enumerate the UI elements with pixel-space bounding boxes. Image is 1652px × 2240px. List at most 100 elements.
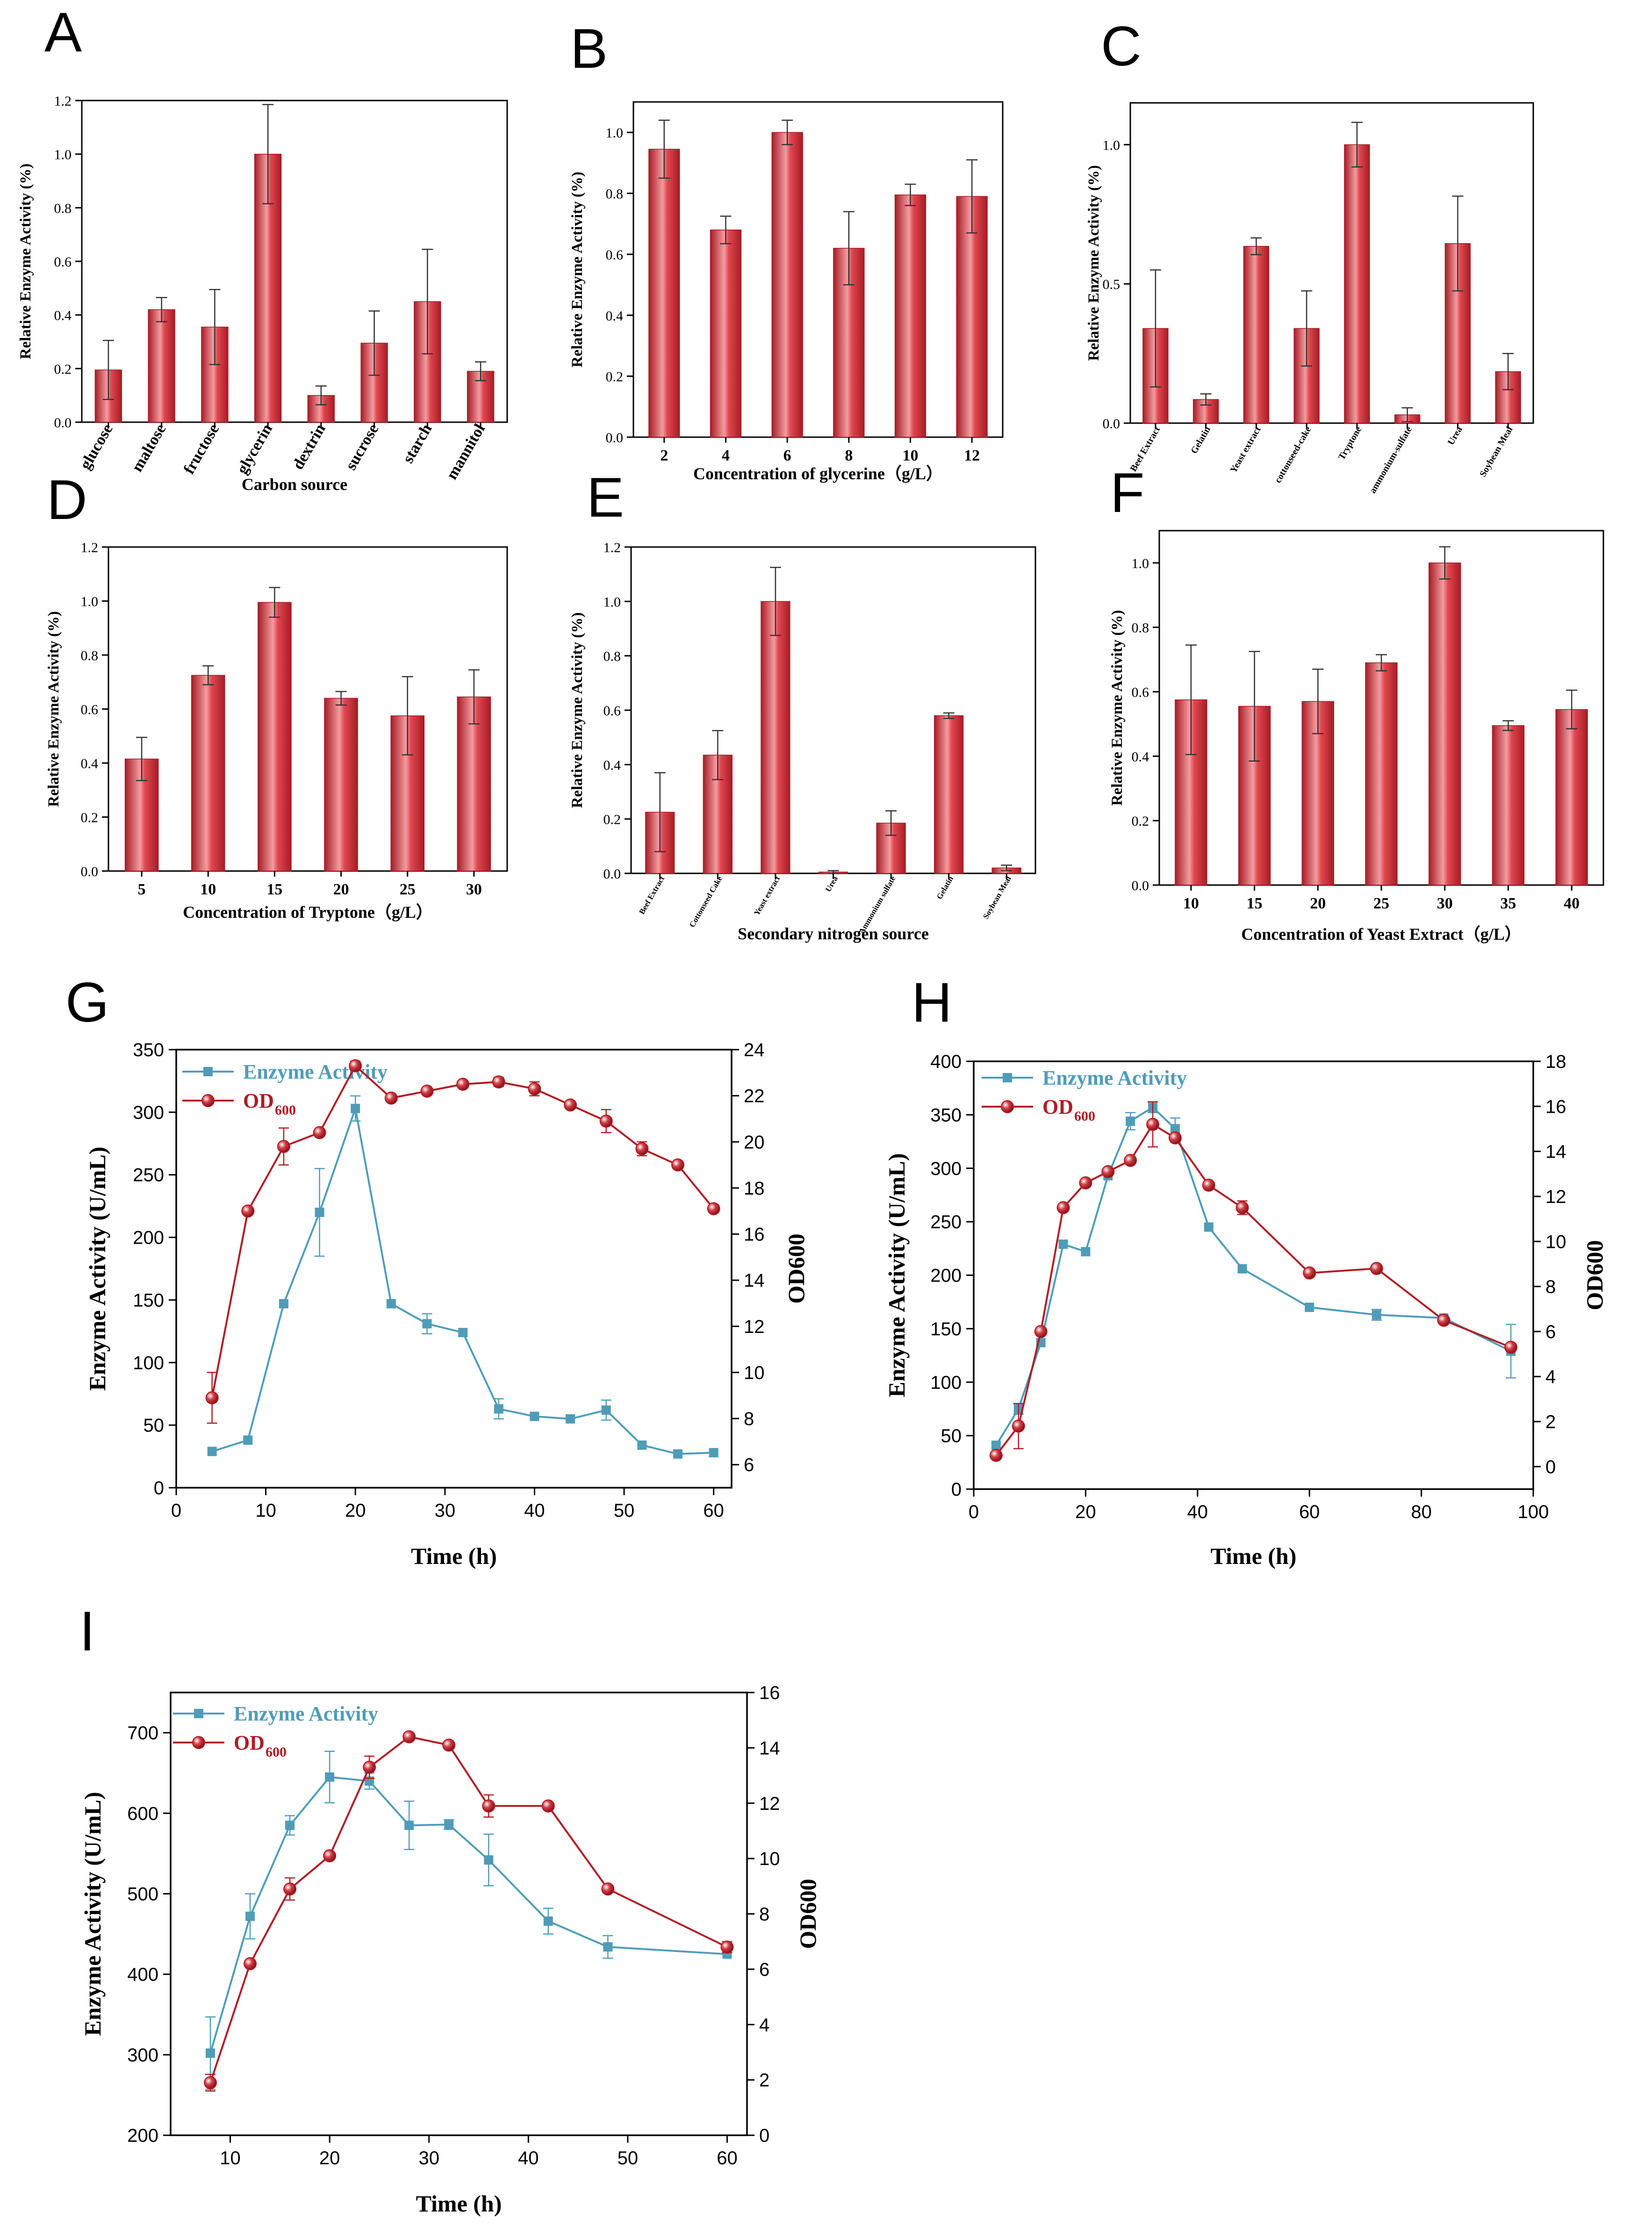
x-tick-label: 25 xyxy=(400,881,416,898)
bar xyxy=(1429,562,1461,886)
x-tick-label: Soybean Meal xyxy=(1478,425,1515,479)
y-tick-label: 0.5 xyxy=(1103,277,1120,292)
data-point xyxy=(323,1849,337,1863)
data-point xyxy=(566,1414,575,1424)
y-tick-label: 100 xyxy=(133,1353,164,1373)
x-tick-label: 40 xyxy=(518,2148,539,2168)
x-tick-label: 12 xyxy=(964,447,980,464)
data-point xyxy=(599,1114,613,1128)
x-tick-label: 60 xyxy=(1299,1502,1320,1522)
y-tick-label: 0.0 xyxy=(606,430,624,446)
y-tick-label: 50 xyxy=(144,1415,165,1436)
x-tick-label: 0 xyxy=(171,1500,181,1521)
bar xyxy=(1344,144,1370,424)
data-point xyxy=(1504,1340,1518,1354)
x-tick-label: 15 xyxy=(1247,895,1263,912)
y-tick-label: 1.2 xyxy=(54,94,72,109)
x-tick-label: 10 xyxy=(255,1500,276,1521)
y2-tick-label: 0 xyxy=(1545,1457,1556,1477)
data-point xyxy=(351,1103,360,1113)
panel-label: D xyxy=(47,468,87,531)
y2-axis-label: OD600 xyxy=(795,1879,821,1949)
panel-label: E xyxy=(587,466,624,529)
data-point xyxy=(1437,1313,1451,1327)
data-point xyxy=(277,1140,290,1153)
bar xyxy=(1492,725,1525,886)
y-tick-label: 0.6 xyxy=(603,703,621,719)
bar-chart-b: 0.0 0.2 0.4 0.6 0.8 1.0 2 4 6 8 10 12 Concentration … xyxy=(569,101,1004,483)
data-point xyxy=(601,1882,615,1896)
data-point xyxy=(206,2048,215,2058)
data-point xyxy=(313,1126,326,1139)
x-tick-label: Soybean Meal xyxy=(981,874,1013,920)
series-line xyxy=(209,1736,728,2083)
panel-label: F xyxy=(1110,461,1144,524)
data-point xyxy=(422,1319,432,1329)
x-tick-label: 0 xyxy=(969,1502,979,1522)
plot-frame xyxy=(630,546,1036,874)
y-tick-label: 0 xyxy=(154,1478,164,1498)
data-point xyxy=(1079,1176,1092,1190)
y-tick-label: 0.6 xyxy=(1132,685,1149,700)
panel-label: B xyxy=(570,17,608,80)
legend-marker xyxy=(194,1709,203,1718)
y-tick-label: 0.0 xyxy=(81,864,99,879)
y-tick-label: 200 xyxy=(930,1266,962,1286)
y2-tick-label: 6 xyxy=(759,1959,769,1980)
y2-tick-label: 14 xyxy=(744,1270,765,1291)
y2-tick-label: 8 xyxy=(744,1409,754,1429)
x-tick-label: 60 xyxy=(703,1500,724,1521)
data-point xyxy=(707,1202,720,1216)
data-point xyxy=(484,1855,494,1865)
data-point xyxy=(420,1084,434,1098)
y-tick-label: 100 xyxy=(930,1372,962,1393)
y-tick-label: 300 xyxy=(930,1159,962,1179)
x-tick-label: Cottonseed Cake xyxy=(688,874,724,929)
data-point xyxy=(1305,1303,1314,1312)
bar xyxy=(648,149,680,438)
x-tick-label: 30 xyxy=(466,881,482,898)
y-tick-label: 300 xyxy=(133,1102,164,1123)
y-tick-label: 0.8 xyxy=(54,201,72,216)
data-point xyxy=(528,1082,541,1095)
data-point xyxy=(243,1435,253,1445)
y-tick-label: 0 xyxy=(951,1479,962,1500)
data-point xyxy=(1034,1325,1048,1338)
bar xyxy=(771,132,803,438)
data-point xyxy=(492,1075,505,1089)
x-tick-label: 20 xyxy=(333,881,349,898)
y-tick-label: 1.2 xyxy=(603,540,621,555)
y-tick-label: 700 xyxy=(127,1723,158,1743)
y2-tick-label: 6 xyxy=(744,1455,754,1476)
x-tick-label: Urea xyxy=(1446,425,1465,447)
x-tick-label: Yeast extract xyxy=(752,874,782,917)
y2-tick-label: 12 xyxy=(744,1317,765,1337)
x-tick-label: 30 xyxy=(418,2148,439,2168)
y2-axis-label: OD600 xyxy=(1581,1240,1608,1311)
bar xyxy=(1365,662,1398,886)
data-point xyxy=(458,1328,468,1338)
series-line xyxy=(995,1106,1512,1446)
x-tick-label: fructose xyxy=(180,421,223,477)
x-tick-label: 80 xyxy=(1411,1502,1432,1522)
y-tick-label: 250 xyxy=(133,1165,164,1186)
panel-label: H xyxy=(912,971,952,1034)
data-point xyxy=(541,1799,555,1813)
x-tick-label: 5 xyxy=(138,881,146,898)
y-tick-label: 350 xyxy=(930,1105,962,1125)
x-tick-label: 10 xyxy=(200,881,216,898)
data-point xyxy=(1168,1131,1182,1145)
series-line xyxy=(995,1123,1511,1456)
x-axis-label: Time (h) xyxy=(416,2190,502,2217)
x-tick-label: 20 xyxy=(1310,895,1326,912)
bar-chart-e: 0.0 0.2 0.4 0.6 0.8 1.0 1.2 Beef Extract Cottons… xyxy=(569,540,1036,943)
x-axis-label: Carbon source xyxy=(242,475,347,494)
legend-marker xyxy=(192,1736,205,1749)
y-axis-label: Relative Enzyme Activity (%) xyxy=(569,172,586,367)
bar xyxy=(148,309,175,423)
x-tick-label: 2 xyxy=(660,447,668,464)
y-tick-label: 300 xyxy=(127,2045,158,2066)
legend-label: OD xyxy=(1042,1095,1073,1118)
bar xyxy=(1243,246,1270,424)
data-point xyxy=(204,2076,217,2089)
